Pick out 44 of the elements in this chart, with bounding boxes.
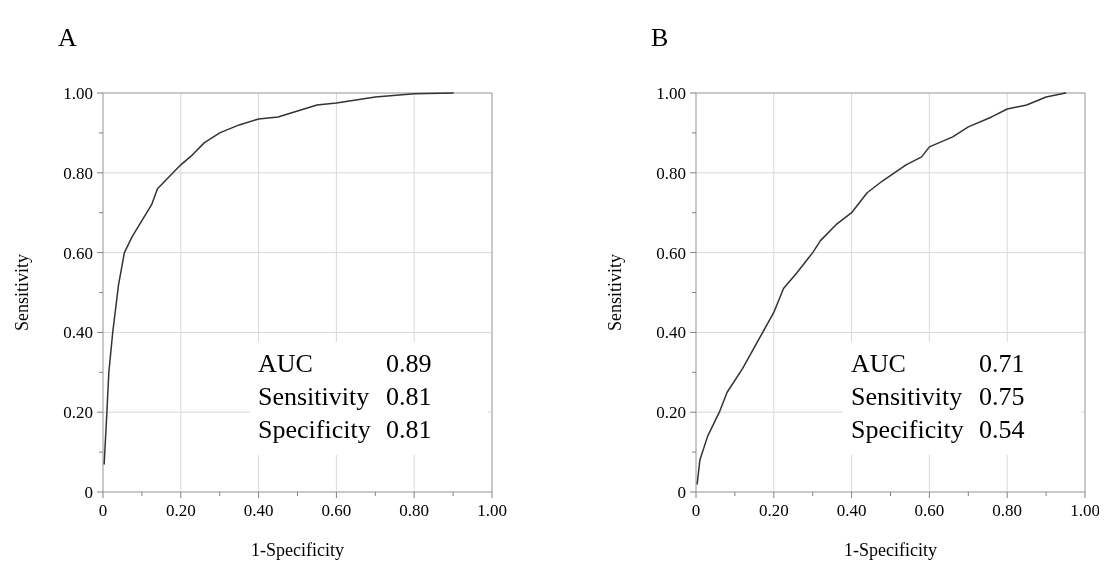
annotation: AUC [851, 349, 906, 378]
line-series [103, 92, 454, 465]
x-tick-label: 0.20 [165, 501, 196, 520]
annotation: AUC [258, 349, 313, 378]
y-tick-label: 0 [84, 483, 93, 502]
annotation: 0.89 [386, 349, 432, 378]
x-tick-label: 0 [691, 501, 701, 520]
annotation: 0.75 [979, 382, 1025, 411]
x-tick-label: 0.60 [321, 501, 352, 520]
y-tick-label: 1.00 [63, 84, 93, 103]
annotation: 0.81 [386, 415, 432, 444]
annotation: Specificity [258, 415, 371, 444]
y-axis-title: Sensitivity [605, 253, 625, 332]
annotation: Specificity [851, 415, 964, 444]
annotation: Sensitivity [258, 382, 370, 411]
chart-title: A [58, 23, 77, 52]
x-tick-label: 0.40 [243, 501, 274, 520]
y-axis-title: Sensitivity [12, 253, 32, 332]
y-tick-label: 0.40 [63, 323, 93, 343]
y-tick-label: 0.20 [656, 403, 686, 423]
x-axis-title: 1-Specificity [844, 540, 937, 560]
x-tick-label: 0.40 [836, 501, 867, 520]
y-tick-label: 0 [677, 483, 686, 502]
y-tick-label: 0.20 [63, 403, 93, 423]
annotation: 0.71 [979, 349, 1025, 378]
x-tick-label: 0.20 [758, 501, 789, 520]
y-tick-label: 0.60 [656, 243, 686, 263]
chart-title: B [651, 23, 669, 52]
annotation: Sensitivity [851, 382, 963, 411]
y-tick-label: 0.80 [63, 163, 93, 183]
line-series [696, 92, 1067, 485]
y-tick-label: 0.40 [656, 323, 686, 343]
y-tick-label: 0.80 [656, 163, 686, 183]
x-tick-label: 1.00 [477, 501, 507, 520]
x-tick-label: 0.60 [914, 501, 945, 520]
x-tick-label: 0.80 [992, 501, 1023, 520]
x-tick-label: 1.00 [1070, 501, 1100, 520]
x-tick-label: 0.80 [399, 501, 430, 520]
x-axis-title: 1-Specificity [251, 540, 344, 560]
x-tick-label: 0 [98, 501, 108, 520]
y-tick-label: 1.00 [656, 84, 686, 103]
annotation: 0.81 [386, 382, 432, 411]
y-tick-label: 0.60 [63, 243, 93, 263]
annotation: 0.54 [979, 415, 1025, 444]
